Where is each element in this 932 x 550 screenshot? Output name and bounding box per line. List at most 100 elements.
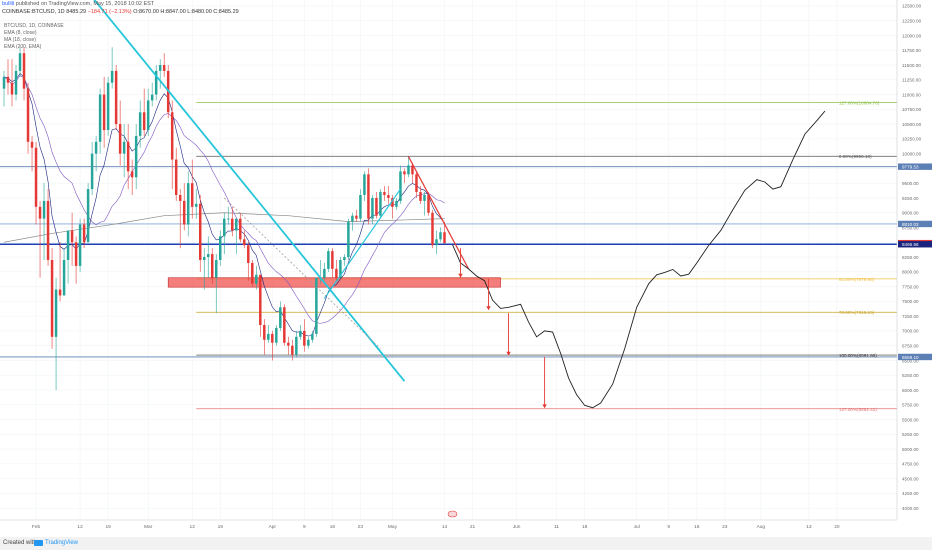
candle-body <box>202 257 206 260</box>
candle <box>267 325 270 343</box>
candle <box>307 336 310 349</box>
candle <box>419 186 422 204</box>
candle <box>407 156 410 178</box>
candle-body <box>206 254 210 258</box>
candle <box>223 212 226 255</box>
candle-body <box>219 236 222 260</box>
trend-line <box>323 188 401 299</box>
candle <box>235 218 238 255</box>
candle <box>102 76 106 148</box>
candle-body <box>150 94 154 101</box>
down-arrow-head <box>506 351 511 356</box>
candle-body <box>126 141 130 172</box>
candle <box>367 168 370 225</box>
candle-body <box>106 82 110 130</box>
price-scale <box>897 0 932 520</box>
y-tick-label: 6250.00 <box>902 373 919 378</box>
candle-body <box>343 257 346 260</box>
y-tick-label: 5500.00 <box>902 417 919 422</box>
plot-area <box>0 0 897 520</box>
x-tick-label: 14 <box>442 524 448 530</box>
candle-body <box>50 260 54 337</box>
trend-line <box>407 156 470 270</box>
x-tick-label: 12 <box>190 524 196 530</box>
candle-body <box>110 70 114 83</box>
candle <box>42 183 46 260</box>
candle <box>110 47 114 89</box>
y-tick-label: 9250.00 <box>902 196 919 201</box>
x-tick-label: Apr <box>269 524 277 530</box>
x-tick-label: 20 <box>834 524 840 530</box>
y-tick-label: 7500.00 <box>902 299 919 304</box>
tradingview-brand[interactable]: TradingView <box>45 540 79 546</box>
y-tick-label: 4000.00 <box>902 506 919 511</box>
candle-body <box>82 224 86 243</box>
candle <box>383 186 386 201</box>
candle <box>122 124 126 178</box>
footer-bar: Created with TradingView <box>0 537 932 550</box>
fib-label: 127.00%(5682.42) <box>839 407 877 412</box>
symbol-label[interactable]: COINBASE:BTCUSD, 1D <box>2 9 65 15</box>
candle <box>186 171 190 237</box>
legend-symbol[interactable]: BTC/USD, 1D, COINBASE <box>4 23 64 29</box>
candle <box>138 100 142 148</box>
candle <box>251 260 254 287</box>
candle-body <box>142 112 146 130</box>
candle <box>439 227 442 243</box>
publisher-name[interactable]: bullili <box>2 1 15 7</box>
candle-body <box>6 76 10 83</box>
y-tick-label: 10000.00 <box>902 151 922 156</box>
candle-body <box>435 239 438 246</box>
legend-ema200[interactable]: EMA (200, EMA) <box>4 44 42 50</box>
price-label: 6559.10 <box>902 355 919 360</box>
candle-body <box>118 124 122 154</box>
candle-body <box>351 215 354 222</box>
candle <box>299 325 302 340</box>
y-tick-label: 5750.00 <box>902 403 919 408</box>
legend-ema8[interactable]: EMA (8, close) <box>4 30 37 36</box>
candle <box>22 47 26 101</box>
candle-body <box>74 242 78 266</box>
y-tick-label: 12000.00 <box>902 33 922 38</box>
candle-body <box>427 195 430 213</box>
tradingview-logo-icon[interactable] <box>32 540 45 547</box>
candle-body <box>162 65 166 71</box>
candle <box>331 248 334 278</box>
candle <box>355 209 358 222</box>
candle <box>271 330 274 361</box>
candle-body <box>363 174 366 195</box>
candle-body <box>90 153 94 190</box>
candle <box>162 53 166 77</box>
legend-ma18[interactable]: MA (18, close) <box>4 37 36 43</box>
candle <box>403 168 406 184</box>
change-value: −184.71 (−2.13%) <box>87 9 132 15</box>
candle-body <box>303 330 306 346</box>
candle-body <box>295 336 298 355</box>
created-with-text: Created with <box>3 540 37 546</box>
candle-body <box>235 218 238 231</box>
y-tick-label: 10500.00 <box>902 122 922 127</box>
y-tick-label: 6000.00 <box>902 388 919 393</box>
x-tick-label: 12 <box>77 524 83 530</box>
y-tick-label: 6750.00 <box>902 343 919 348</box>
y-tick-label: 4500.00 <box>902 476 919 481</box>
price-chart[interactable]: 127.00%(10864.78) 0.00%(9956.18) 61.80%(78… <box>0 0 932 537</box>
candle-body <box>315 277 318 334</box>
candle-body <box>98 94 102 142</box>
candle-body <box>66 230 70 260</box>
x-tick-label: 16 <box>694 524 700 530</box>
candle-body <box>138 112 142 136</box>
candle <box>227 206 230 225</box>
candle-body <box>419 192 422 201</box>
y-tick-label: 11500.00 <box>902 63 921 68</box>
y-tick-label: 7750.00 <box>902 284 919 289</box>
candle-body <box>311 333 314 340</box>
y-tick-label: 4750.00 <box>902 462 919 467</box>
down-arrow-head <box>458 273 463 278</box>
candle-body <box>14 70 18 95</box>
price-label: 8466.56 <box>902 242 919 247</box>
candle <box>10 59 14 107</box>
symbol-ohlc-line: COINBASE:BTCUSD, 1D 8485.29 −184.71 (−2.… <box>2 9 239 16</box>
candle-body <box>186 183 190 225</box>
candle-body <box>391 197 394 207</box>
